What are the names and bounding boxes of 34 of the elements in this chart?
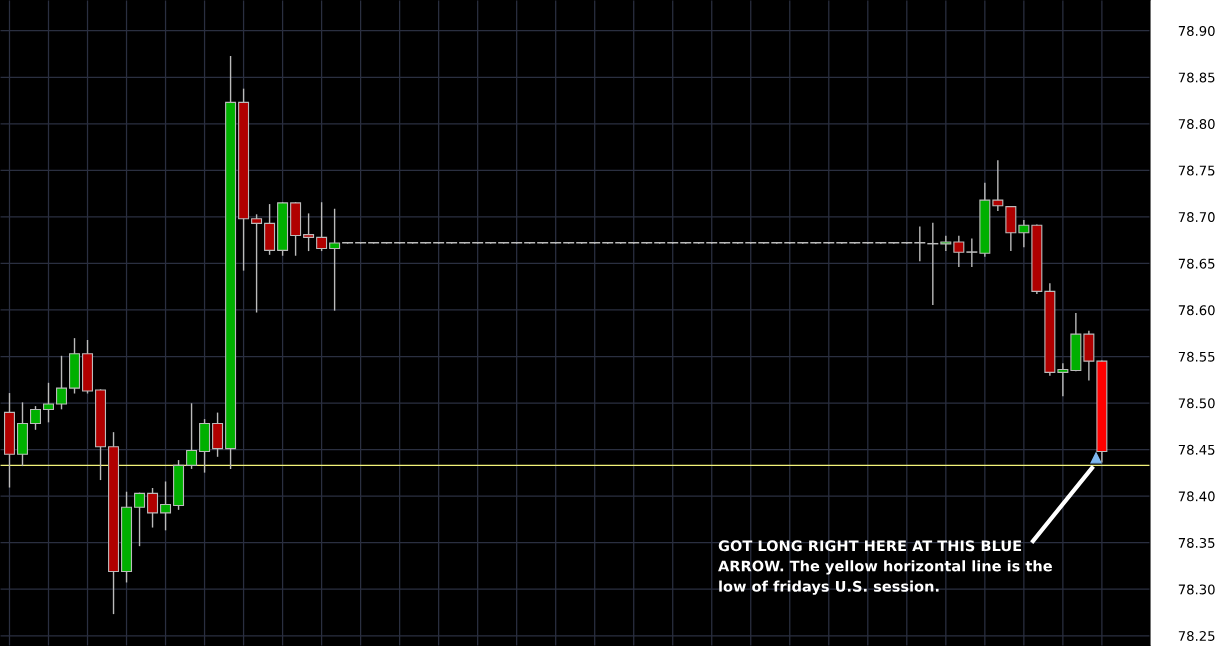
candlestick — [303, 213, 315, 252]
candlestick — [1018, 219, 1030, 248]
y-tick-label: 78.65 — [1178, 258, 1215, 269]
candlestick — [914, 226, 926, 262]
candlestick — [992, 160, 1004, 212]
y-tick-label: 78.70 — [1178, 212, 1215, 223]
candlestick — [251, 214, 263, 313]
y-tick-label: 78.90 — [1178, 25, 1215, 36]
y-tick-label: 78.85 — [1178, 72, 1215, 83]
y-tick-label: 78.50 — [1178, 398, 1215, 409]
candlestick — [940, 235, 952, 252]
candlestick — [1057, 363, 1069, 397]
y-tick-label: 78.60 — [1178, 305, 1215, 316]
candlestick — [186, 403, 198, 469]
y-tick-label: 78.55 — [1178, 351, 1215, 362]
y-tick-label: 78.30 — [1178, 584, 1215, 595]
y-tick-label: 78.25 — [1178, 630, 1215, 641]
candlestick — [43, 382, 55, 423]
candlestick — [316, 202, 328, 252]
candlestick — [953, 235, 965, 267]
y-tick-label: 78.80 — [1178, 119, 1215, 129]
candlestick — [927, 222, 939, 306]
candlestick — [147, 487, 159, 528]
y-tick-label: 78.35 — [1178, 537, 1215, 548]
candlestick — [160, 481, 172, 531]
candlestick — [134, 492, 146, 547]
candlestick — [329, 208, 341, 311]
y-tick-label: 78.75 — [1178, 165, 1215, 176]
candlestick — [966, 238, 978, 267]
annotation: GOT LONG RIGHT HERE AT THIS BLUE ARROW. The yellow horizontal line is the low of fridays U.S. session. — [718, 540, 1052, 595]
y-tick-label: 78.45 — [1178, 444, 1215, 455]
candlestick — [56, 355, 68, 410]
y-tick-label: 78.40 — [1178, 491, 1215, 502]
candlestick — [30, 406, 41, 430]
